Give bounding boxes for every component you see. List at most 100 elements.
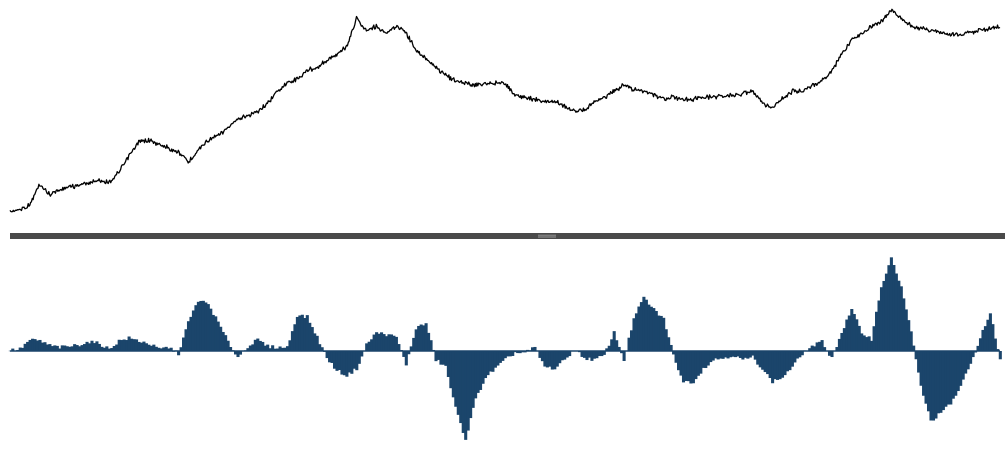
oscillator-bar <box>657 315 661 351</box>
oscillator-bar <box>652 308 656 351</box>
oscillator-bar <box>288 340 292 351</box>
oscillator-bar <box>867 336 871 351</box>
oscillator-bar <box>823 347 827 351</box>
oscillator-bar <box>936 351 940 414</box>
oscillator-bar <box>258 340 262 351</box>
oscillator-bar <box>993 338 997 351</box>
oscillator-bar <box>429 340 433 351</box>
oscillator-bar <box>964 351 968 374</box>
oscillator-bar <box>283 347 287 351</box>
oscillator-bar <box>182 337 186 351</box>
oscillator-bar <box>763 351 767 373</box>
oscillator-bar <box>26 341 30 351</box>
oscillator-bar <box>724 351 728 358</box>
oscillator-bar <box>412 337 416 351</box>
oscillator-bar <box>209 308 213 351</box>
oscillator-bar <box>253 339 257 351</box>
oscillator-bar <box>637 306 641 351</box>
oscillator-bar <box>587 351 591 358</box>
oscillator-bar <box>459 351 463 424</box>
oscillator-bar <box>684 351 688 381</box>
oscillator-bar <box>699 351 703 374</box>
oscillator-bar <box>872 326 876 351</box>
oscillator-bar <box>879 287 884 351</box>
oscillator-bar <box>290 331 294 351</box>
oscillator-bar <box>97 343 101 351</box>
oscillator-bar <box>115 344 119 351</box>
oscillator-bar <box>186 321 191 351</box>
oscillator-bar <box>545 351 549 368</box>
oscillator-bar <box>238 351 243 355</box>
oscillator-bar <box>144 343 148 351</box>
oscillator-bar <box>147 344 151 351</box>
oscillator-bar <box>842 328 846 351</box>
oscillator-bar <box>474 351 478 399</box>
oscillator-bar <box>674 351 678 363</box>
oscillator-bar <box>736 351 740 357</box>
oscillator-bar <box>236 351 240 358</box>
oscillator-bar <box>902 298 906 351</box>
oscillator-bar <box>719 351 723 359</box>
oscillator-bar <box>617 346 621 351</box>
oscillator-bar <box>23 343 27 351</box>
oscillator-bar <box>300 314 304 351</box>
oscillator-bar <box>870 340 874 351</box>
oscillator-bar <box>335 351 339 371</box>
oscillator-bar <box>926 351 931 412</box>
oscillator-bar <box>382 334 386 351</box>
oscillator-bar <box>731 351 735 357</box>
oscillator-bar <box>310 327 314 351</box>
oscillator-bar <box>461 351 465 433</box>
oscillator-bar <box>550 351 554 370</box>
oscillator-bar <box>132 339 136 351</box>
oscillator-bar <box>384 336 389 351</box>
oscillator-bar <box>134 339 139 351</box>
oscillator-bar <box>612 331 616 351</box>
oscillator-bar <box>934 351 938 419</box>
oscillator-bar <box>90 340 94 351</box>
oscillator-bar <box>464 351 468 440</box>
oscillator-bar <box>808 348 812 351</box>
oscillator-bar <box>961 351 965 380</box>
oscillator-bar <box>917 351 921 373</box>
oscillator-bar <box>753 351 757 360</box>
oscillator-bar <box>95 341 99 351</box>
oscillator-bar <box>847 315 851 351</box>
oscillator-bar <box>471 351 475 408</box>
oscillator-bar <box>251 344 255 351</box>
oscillator-bar <box>884 273 888 351</box>
oscillator-bar <box>553 351 557 370</box>
oscillator-bar <box>417 325 421 351</box>
oscillator-bar <box>600 351 604 357</box>
oscillator-bar <box>278 346 282 351</box>
oscillator-bar <box>483 351 488 379</box>
oscillator-bar <box>315 335 319 351</box>
oscillator-bar <box>219 326 223 351</box>
oscillator-bar <box>436 351 441 360</box>
oscillator-bar <box>642 296 646 351</box>
oscillator-bar <box>298 315 302 351</box>
oscillator-bar <box>87 343 92 351</box>
oscillator-bar <box>639 302 643 351</box>
oscillator-bar <box>332 351 337 369</box>
oscillator-bar <box>785 351 789 372</box>
panel-divider-bar[interactable] <box>10 233 1005 239</box>
oscillator-bar <box>815 342 819 351</box>
oscillator-bar <box>394 336 398 351</box>
oscillator-bar <box>449 351 453 389</box>
oscillator-bar <box>177 351 181 356</box>
oscillator-bar <box>855 319 859 351</box>
oscillator-bar <box>830 351 834 358</box>
oscillator-bar <box>434 351 438 362</box>
oscillator-bar <box>622 351 626 361</box>
oscillator-bar <box>21 347 25 351</box>
oscillator-bar <box>167 348 171 351</box>
panel-divider[interactable] <box>10 233 1005 239</box>
oscillator-bar <box>580 351 584 357</box>
oscillator-bar <box>466 351 470 431</box>
oscillator-bar <box>565 351 569 358</box>
oscillator-bar <box>355 351 359 371</box>
oscillator-bar <box>130 338 134 351</box>
oscillator-bar <box>971 351 975 358</box>
